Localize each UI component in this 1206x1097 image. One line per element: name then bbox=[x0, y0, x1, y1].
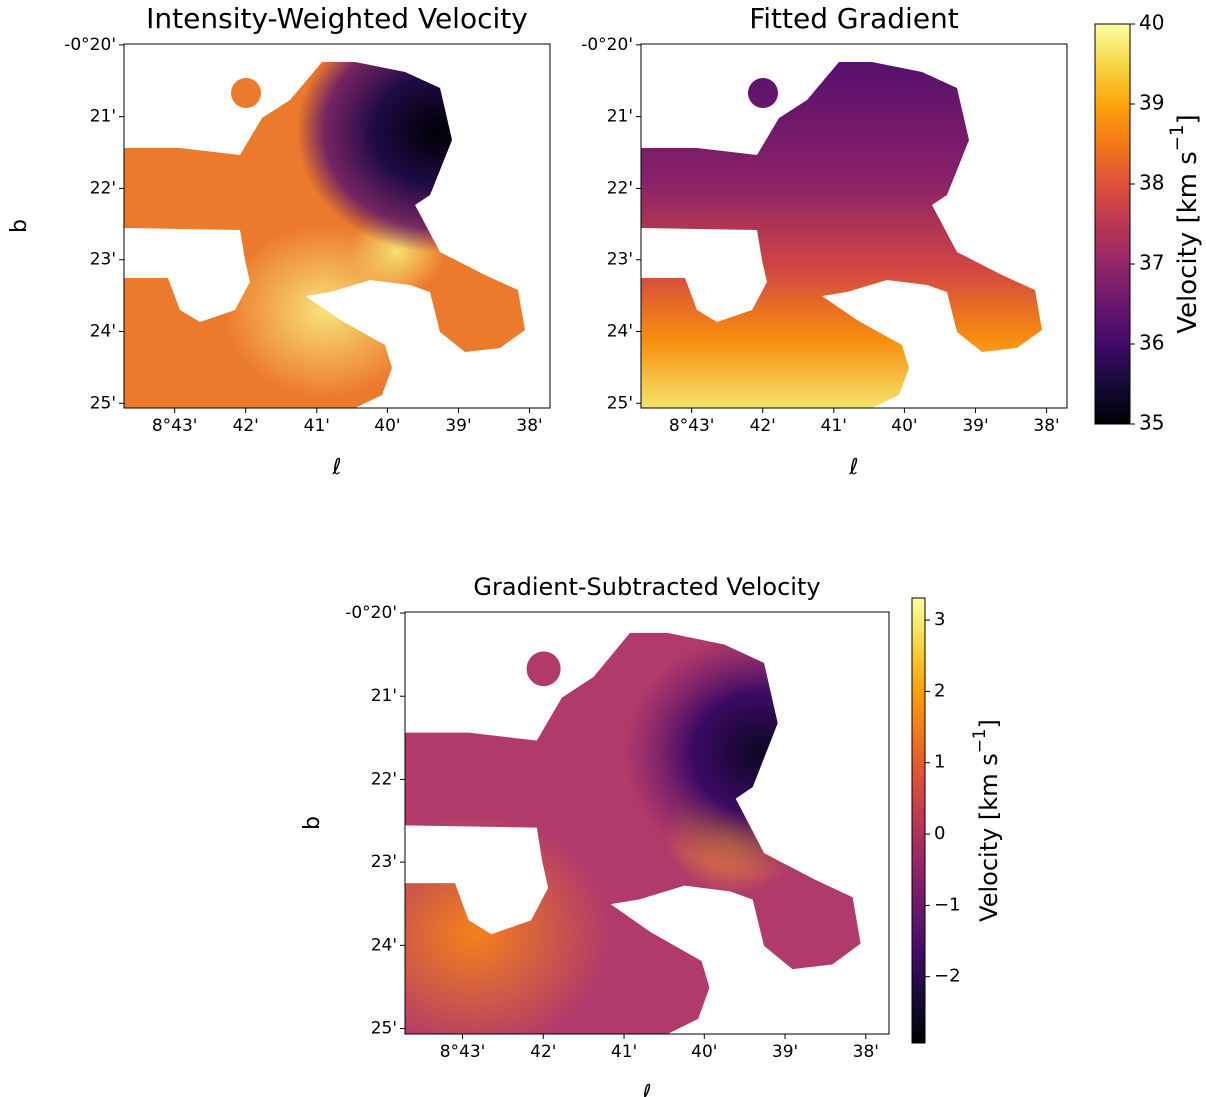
colorbar-tick-label: 2 bbox=[934, 680, 945, 701]
colorbar-label: Velocity [km s−1] bbox=[1167, 114, 1203, 334]
x-tick-label: 39' bbox=[962, 416, 988, 436]
x-tick-label: 42' bbox=[530, 1042, 556, 1062]
y-tick-label: -0°20' bbox=[581, 35, 633, 55]
x-tick-label: 8°43' bbox=[669, 416, 715, 436]
y-tick-label: 25' bbox=[90, 393, 116, 413]
y-tick-label: 23' bbox=[371, 852, 397, 872]
chart-title: Fitted Gradient bbox=[749, 2, 959, 35]
map-region bbox=[641, 62, 1042, 408]
x-tick-label: 42' bbox=[233, 416, 259, 436]
x-tick-label: 42' bbox=[750, 416, 776, 436]
map bbox=[124, 62, 525, 408]
x-tick-label: 38' bbox=[516, 416, 542, 436]
x-tick-label: 38' bbox=[1033, 416, 1059, 436]
colorbar bbox=[1094, 23, 1131, 425]
y-tick-label: 23' bbox=[90, 250, 116, 270]
colorbar-tick-label: 40 bbox=[1139, 11, 1164, 35]
map bbox=[405, 632, 861, 1034]
x-axis-label: ℓ bbox=[848, 455, 858, 480]
y-tick-label: 24' bbox=[371, 935, 397, 955]
y-tick-label: 21' bbox=[371, 686, 397, 706]
colorbar-tick-label: 36 bbox=[1139, 331, 1164, 355]
colorbar-tick-label: 39 bbox=[1139, 91, 1164, 115]
colorbar bbox=[911, 597, 926, 1044]
x-tick-label: 41' bbox=[304, 416, 330, 436]
y-tick-label: 21' bbox=[607, 107, 633, 127]
colorbar-label-sup: −1 bbox=[969, 729, 989, 754]
x-tick-label: 39' bbox=[772, 1042, 798, 1062]
x-tick-label: 39' bbox=[445, 416, 471, 436]
x-tick-label: 41' bbox=[821, 416, 847, 436]
y-tick-label: 25' bbox=[607, 393, 633, 413]
y-tick-label: 24' bbox=[607, 322, 633, 342]
map-region bbox=[124, 62, 525, 408]
y-tick-label: 23' bbox=[607, 250, 633, 270]
map-region bbox=[405, 632, 861, 1034]
plot-frame bbox=[640, 43, 1068, 409]
colorbar-tick-label: −1 bbox=[934, 894, 961, 915]
colorbar-tick-label: −2 bbox=[934, 966, 961, 987]
x-tick-label: 8°43' bbox=[440, 1042, 486, 1062]
colorbar-tick-label: 37 bbox=[1139, 251, 1164, 275]
colorbar-label: Velocity [km s−1] bbox=[969, 719, 1003, 922]
colorbar-label-sup: −1 bbox=[1167, 124, 1188, 151]
colorbar-label-end: ] bbox=[1173, 114, 1203, 124]
x-tick-label: 40' bbox=[891, 416, 917, 436]
plot-frame bbox=[123, 43, 551, 409]
y-tick-label: 22' bbox=[607, 178, 633, 198]
y-tick-label: 25' bbox=[371, 1019, 397, 1039]
colorbar-tick-label: 1 bbox=[934, 752, 945, 773]
x-axis-label: ℓ bbox=[641, 1081, 651, 1097]
map bbox=[641, 62, 1042, 408]
colorbar-label-end: ] bbox=[975, 719, 1003, 728]
colorbar-label-text: Velocity [km s bbox=[1173, 151, 1203, 334]
y-tick-label: 22' bbox=[90, 178, 116, 198]
y-tick-label: 21' bbox=[90, 107, 116, 127]
colorbar-tick-label: 3 bbox=[934, 609, 945, 630]
y-axis-label: b bbox=[7, 219, 32, 233]
x-tick-label: 8°43' bbox=[152, 416, 198, 436]
y-tick-label: 22' bbox=[371, 769, 397, 789]
plot-frame bbox=[404, 611, 890, 1035]
x-axis-label: ℓ bbox=[331, 455, 341, 480]
x-tick-label: 38' bbox=[853, 1042, 879, 1062]
colorbar-label-text: Velocity [km s bbox=[975, 753, 1003, 922]
x-tick-label: 41' bbox=[611, 1042, 637, 1062]
y-tick-label: -0°20' bbox=[345, 603, 397, 623]
colorbar-tick-label: 38 bbox=[1139, 171, 1164, 195]
chart-title: Gradient-Subtracted Velocity bbox=[473, 573, 820, 601]
y-tick-label: -0°20' bbox=[64, 35, 116, 55]
x-tick-label: 40' bbox=[691, 1042, 717, 1062]
colorbar-tick-label: 0 bbox=[934, 823, 945, 844]
colorbar-tick-label: 35 bbox=[1139, 411, 1164, 435]
x-tick-label: 40' bbox=[374, 416, 400, 436]
chart-title: Intensity-Weighted Velocity bbox=[146, 2, 528, 35]
y-tick-label: 24' bbox=[90, 322, 116, 342]
y-axis-label: b bbox=[300, 816, 325, 830]
